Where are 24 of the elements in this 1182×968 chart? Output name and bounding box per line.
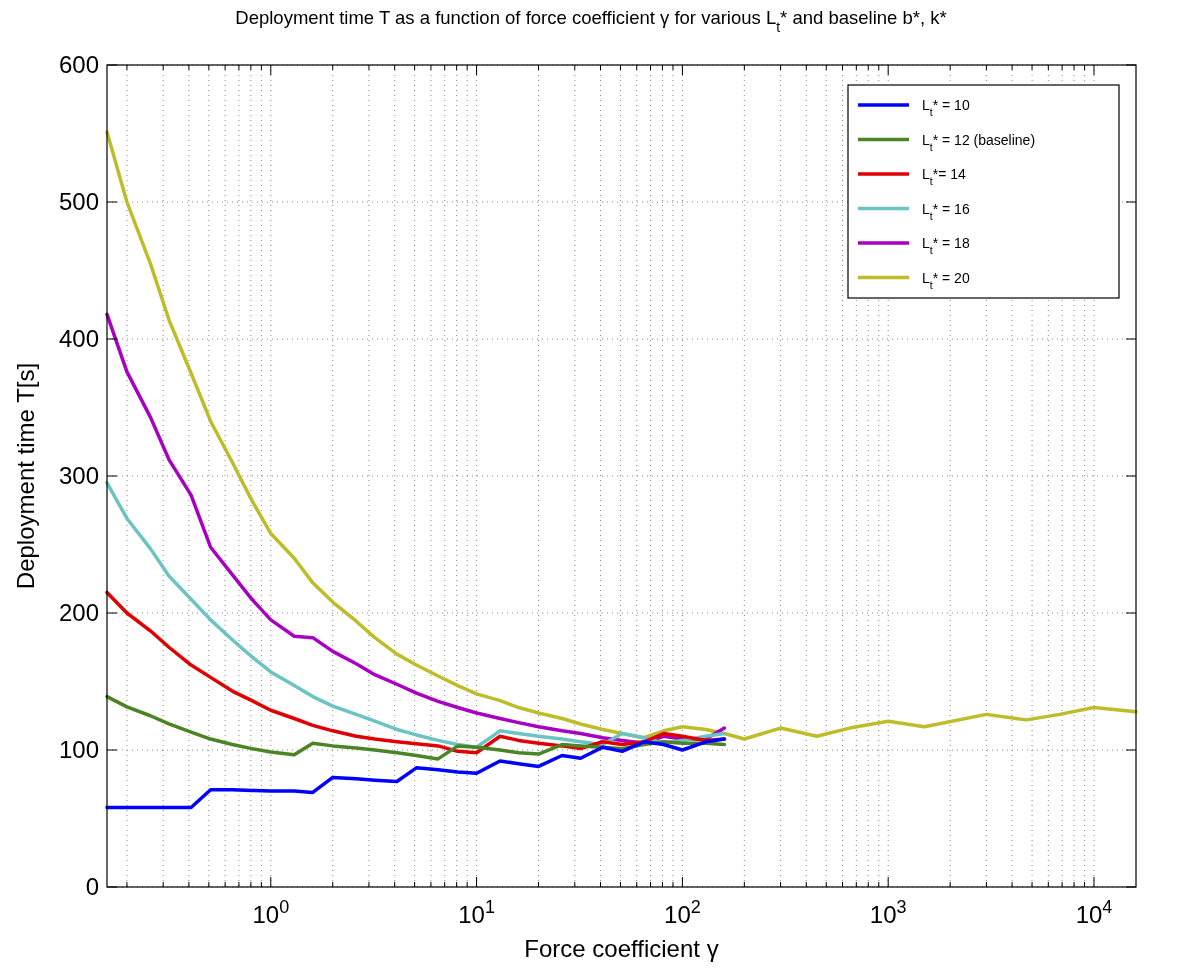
legend-label: L$_{t}$* = 10 xyxy=(922,97,970,118)
y-tick-label: 200 xyxy=(58,599,99,626)
y-tick-label: 300 xyxy=(58,462,99,489)
y-tick-label: 100 xyxy=(58,736,99,763)
chart-title: Deployment time T as a function of force coefficient γ for various L$_{t}$* and baseline b*, k* xyxy=(235,7,947,35)
x-tick-label: 10$^{2}$ xyxy=(664,897,701,928)
legend-label: L$_{t}$* = 18 xyxy=(922,235,970,256)
legend-label: L$_{t}$* = 20 xyxy=(922,269,970,291)
x-axis-title: Force coefficient γ xyxy=(524,935,719,962)
legend-label: L$_{t}$* = 16 xyxy=(922,200,970,222)
y-tick-label: 600 xyxy=(58,51,99,78)
x-tick-label: 10$^{1}$ xyxy=(458,897,495,928)
x-tick-label: 10$^{3}$ xyxy=(869,897,907,928)
line-series xyxy=(105,312,727,745)
x-tick-label: 10$^{4}$ xyxy=(1075,897,1113,928)
line-series xyxy=(105,694,727,761)
line-series xyxy=(105,737,727,810)
legend-label: L$_{t}$* = 12 (baseline) xyxy=(922,131,1036,153)
y-tick-label: 0 xyxy=(85,873,99,900)
legend-label: L$_{t}$*= 14 xyxy=(922,166,967,187)
y-tick-label: 400 xyxy=(58,325,99,352)
x-tick-label: 10$^{0}$ xyxy=(252,897,290,928)
y-tick-label: 500 xyxy=(58,188,99,215)
y-axis-title: Deployment time T[s] xyxy=(12,362,39,590)
